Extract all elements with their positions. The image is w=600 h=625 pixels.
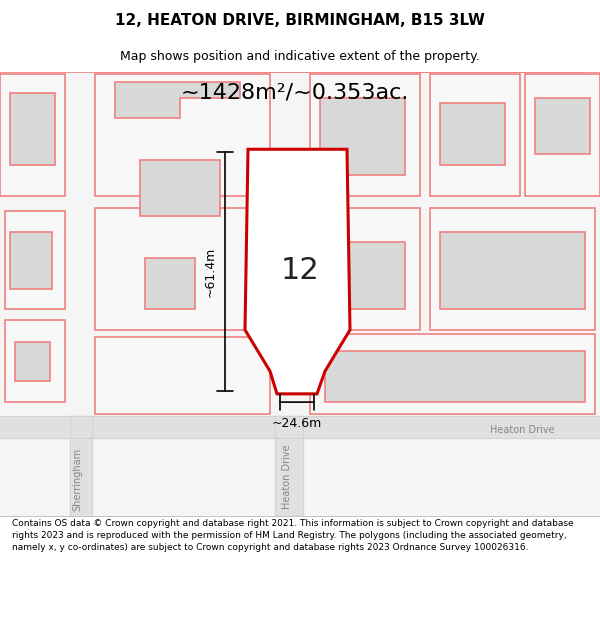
Bar xyxy=(535,98,590,154)
Bar xyxy=(145,258,195,309)
Bar xyxy=(320,242,405,309)
Bar xyxy=(5,319,65,402)
Bar xyxy=(0,416,600,438)
Text: ~61.4m: ~61.4m xyxy=(204,246,217,297)
Text: Contains OS data © Crown copyright and database right 2021. This information is : Contains OS data © Crown copyright and d… xyxy=(12,519,574,551)
Bar xyxy=(325,351,585,402)
Bar xyxy=(15,342,50,381)
Bar xyxy=(0,74,65,196)
Bar xyxy=(10,92,55,165)
Text: ~1428m²/~0.353ac.: ~1428m²/~0.353ac. xyxy=(181,82,409,102)
Bar xyxy=(440,103,505,165)
Text: 12: 12 xyxy=(281,256,319,285)
Text: 12, HEATON DRIVE, BIRMINGHAM, B15 3LW: 12, HEATON DRIVE, BIRMINGHAM, B15 3LW xyxy=(115,12,485,28)
Text: Heaton Drive: Heaton Drive xyxy=(282,444,292,509)
Bar xyxy=(95,208,270,330)
Bar xyxy=(310,74,420,196)
Bar xyxy=(440,232,585,309)
Bar xyxy=(525,74,600,196)
Bar xyxy=(140,159,220,216)
Bar xyxy=(430,208,595,330)
Text: Heaton Drive: Heaton Drive xyxy=(490,425,554,435)
Text: ~24.6m: ~24.6m xyxy=(272,416,322,429)
Bar xyxy=(95,337,270,414)
Bar xyxy=(320,98,405,175)
Bar xyxy=(5,211,65,309)
Text: Sherringham: Sherringham xyxy=(72,448,82,511)
Bar xyxy=(430,74,520,196)
Bar xyxy=(275,416,303,516)
Text: Map shows position and indicative extent of the property.: Map shows position and indicative extent… xyxy=(120,49,480,62)
Bar xyxy=(310,334,595,414)
Bar xyxy=(310,208,420,330)
Bar xyxy=(10,232,52,289)
Bar xyxy=(70,416,92,516)
Bar xyxy=(95,74,270,196)
Polygon shape xyxy=(115,82,240,118)
Polygon shape xyxy=(245,149,350,394)
